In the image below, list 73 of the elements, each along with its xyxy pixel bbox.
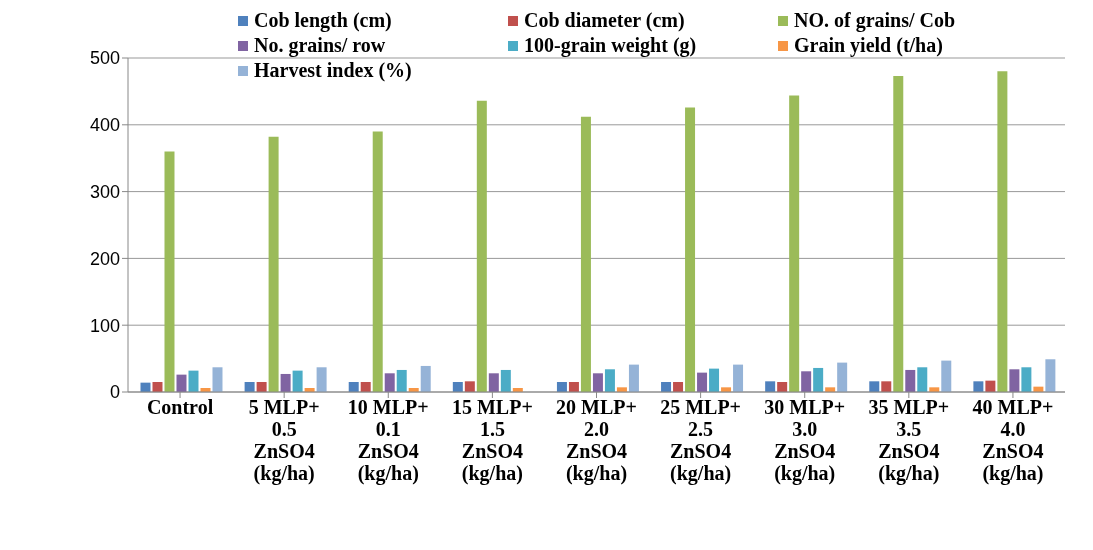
y-tick-label: 100 [89, 315, 120, 336]
bar [685, 107, 696, 392]
legend-label: Harvest index (%) [254, 58, 412, 83]
bar [176, 374, 187, 392]
x-tick-label: 40 MLP+ 4.0 ZnSO4 (kg/ha) [972, 396, 1054, 485]
bar [813, 367, 824, 392]
y-tick-label: 300 [89, 181, 120, 202]
bar [628, 364, 639, 392]
bar [212, 367, 223, 392]
x-tick-label: Control [146, 396, 214, 418]
bar [893, 76, 904, 392]
bar [733, 364, 744, 392]
bar [316, 367, 327, 392]
bar [556, 381, 567, 392]
bar [1045, 359, 1056, 392]
bar [568, 381, 579, 392]
x-tick-label: 35 MLP+ 3.5 ZnSO4 (kg/ha) [868, 396, 950, 485]
x-tick-label: 5 MLP+ 0.5 ZnSO4 (kg/ha) [248, 396, 320, 485]
bar [372, 131, 383, 392]
bar [709, 368, 720, 392]
bar [1021, 367, 1032, 392]
legend-label: NO. of grains/ Cob [794, 8, 956, 33]
bar [280, 373, 291, 392]
bar [452, 381, 463, 392]
bar [997, 71, 1008, 392]
bar [777, 381, 788, 392]
bar [188, 370, 199, 392]
bar [917, 367, 928, 392]
bar [464, 381, 475, 392]
bar [244, 381, 255, 392]
bar [580, 116, 591, 392]
legend-label: No. grains/ row [254, 33, 386, 58]
y-tick-label: 200 [89, 248, 120, 269]
legend-label: 100-grain weight (g) [524, 33, 697, 58]
bar [488, 373, 499, 392]
bar [292, 370, 303, 392]
y-tick-label: 0 [109, 382, 120, 403]
legend-label: Grain yield (t/ha) [794, 33, 943, 58]
bar [661, 381, 672, 392]
bar [476, 100, 487, 392]
bar [384, 373, 395, 392]
x-tick-label: 30 MLP+ 3.0 ZnSO4 (kg/ha) [764, 396, 846, 485]
bar [396, 369, 407, 392]
y-tick-label: 400 [89, 115, 120, 136]
bar [152, 381, 163, 392]
bar [592, 373, 603, 392]
bar [801, 371, 812, 392]
legend-label: Cob length (cm) [254, 8, 392, 33]
x-tick-label: 15 MLP+ 1.5 ZnSO4 (kg/ha) [451, 396, 533, 485]
x-tick-label: 10 MLP+ 0.1 ZnSO4 (kg/ha) [347, 396, 429, 485]
bar [268, 136, 279, 392]
x-tick-label: 25 MLP+ 2.5 ZnSO4 (kg/ha) [660, 396, 742, 485]
bar [256, 381, 267, 392]
bar [789, 95, 800, 392]
bar [941, 360, 952, 392]
bar [837, 362, 848, 392]
bar [1009, 369, 1020, 392]
bar [348, 381, 359, 392]
legend-label: Cob diameter (cm) [524, 8, 685, 33]
bar [697, 372, 708, 392]
bar [500, 369, 511, 392]
x-tick-label: 20 MLP+ 2.0 ZnSO4 (kg/ha) [556, 396, 637, 485]
bar [604, 369, 615, 392]
bar [973, 381, 984, 392]
bar [881, 381, 892, 392]
bar [673, 381, 684, 392]
bar [420, 365, 431, 392]
bar [765, 381, 776, 392]
bar [905, 369, 916, 392]
bar [360, 381, 371, 392]
y-tick-label: 500 [89, 48, 120, 69]
bar [164, 151, 175, 392]
bar [869, 381, 880, 392]
